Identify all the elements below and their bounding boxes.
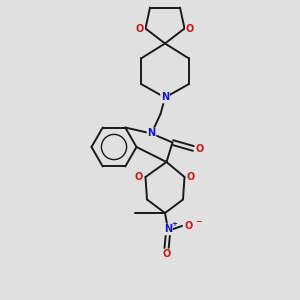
- Text: O: O: [162, 249, 171, 260]
- Text: O: O: [185, 221, 193, 231]
- Text: N: N: [164, 224, 172, 235]
- Text: O: O: [136, 23, 144, 34]
- Text: +: +: [172, 221, 178, 227]
- Text: N: N: [161, 92, 169, 103]
- Text: O: O: [135, 172, 143, 182]
- Text: O: O: [187, 172, 195, 182]
- Text: N: N: [147, 128, 156, 139]
- Text: O: O: [186, 23, 194, 34]
- Text: O: O: [195, 143, 204, 154]
- Text: −: −: [195, 217, 201, 226]
